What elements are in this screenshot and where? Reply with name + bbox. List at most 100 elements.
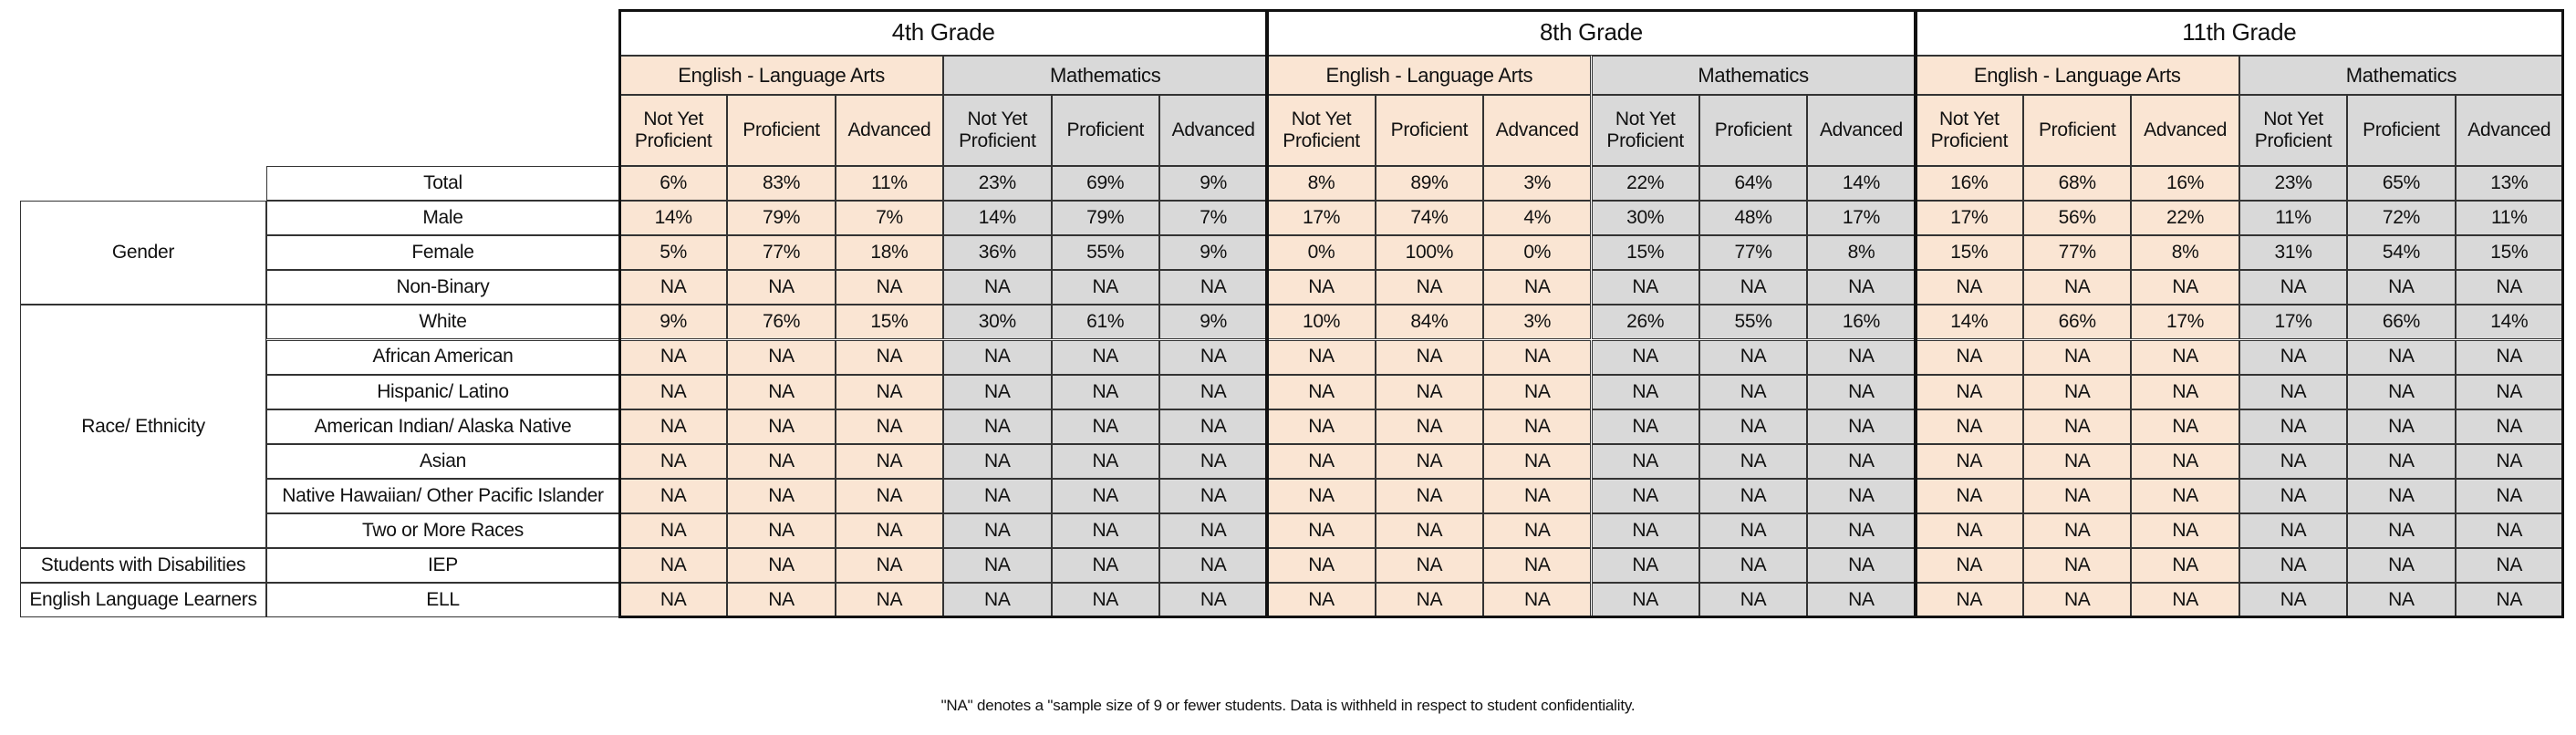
value-cell: 26% xyxy=(1591,305,1699,340)
value-cell: NA xyxy=(1698,583,1808,618)
value-cell: NA xyxy=(1051,443,1159,479)
value-cell: NA xyxy=(1267,270,1376,305)
value-cell: NA xyxy=(2023,548,2132,584)
value-cell: NA xyxy=(2455,270,2563,305)
value-cell: NA xyxy=(1591,374,1699,409)
value-cell: NA xyxy=(2131,339,2239,375)
value-cell: NA xyxy=(1375,409,1484,444)
value-cell: NA xyxy=(1807,270,1916,305)
value-cell: 17% xyxy=(2238,305,2348,340)
row-label: Total xyxy=(266,166,619,202)
value-cell: NA xyxy=(619,270,728,305)
value-cell: NA xyxy=(835,583,944,618)
value-cell: 74% xyxy=(1375,201,1484,236)
row-label: Hispanic/ Latino xyxy=(266,374,619,409)
row-label: ELL xyxy=(266,583,619,618)
value-cell: NA xyxy=(2347,409,2456,444)
group-label: Students with Disabilities xyxy=(20,548,266,584)
value-cell: NA xyxy=(2455,443,2563,479)
value-cell: 0% xyxy=(1483,235,1592,271)
subject-header: English - Language Arts xyxy=(1915,56,2239,95)
value-cell: 79% xyxy=(727,201,836,236)
value-cell: NA xyxy=(1807,443,1916,479)
value-cell: NA xyxy=(1915,513,2024,549)
value-cell: NA xyxy=(619,409,728,444)
value-cell: NA xyxy=(1591,270,1699,305)
value-cell: NA xyxy=(1807,583,1916,618)
value-cell: 89% xyxy=(1375,166,1484,202)
value-cell: NA xyxy=(727,409,836,444)
value-cell: NA xyxy=(1698,270,1808,305)
subject-header: English - Language Arts xyxy=(619,56,944,95)
value-cell: NA xyxy=(835,374,944,409)
value-cell: NA xyxy=(619,478,728,513)
value-cell: NA xyxy=(943,513,1052,549)
value-cell: NA xyxy=(2023,513,2132,549)
value-cell: NA xyxy=(619,339,728,375)
value-cell: NA xyxy=(1698,478,1808,513)
value-cell: 16% xyxy=(1807,305,1916,340)
row-label: American Indian/ Alaska Native xyxy=(266,409,619,444)
value-cell: NA xyxy=(1698,548,1808,584)
value-cell: NA xyxy=(1591,583,1699,618)
value-cell: NA xyxy=(1051,270,1159,305)
value-cell: NA xyxy=(1267,374,1376,409)
value-cell: NA xyxy=(835,548,944,584)
value-cell: 77% xyxy=(2023,235,2132,271)
value-cell: NA xyxy=(2347,583,2456,618)
value-cell: NA xyxy=(1698,374,1808,409)
value-cell: 16% xyxy=(1915,166,2024,202)
row-label: IEP xyxy=(266,548,619,584)
value-cell: NA xyxy=(727,548,836,584)
value-cell: NA xyxy=(1158,478,1268,513)
value-cell: NA xyxy=(2455,548,2563,584)
value-cell: NA xyxy=(943,478,1052,513)
value-cell: 15% xyxy=(1591,235,1699,271)
value-cell: NA xyxy=(2347,548,2456,584)
value-cell: NA xyxy=(2238,443,2348,479)
value-cell: NA xyxy=(1158,339,1268,375)
value-cell: 30% xyxy=(943,305,1052,340)
value-cell: NA xyxy=(727,478,836,513)
value-cell: 14% xyxy=(1915,305,2024,340)
value-cell: NA xyxy=(727,443,836,479)
footnote: "NA" denotes a "sample size of 9 or fewe… xyxy=(940,697,1636,714)
value-cell: NA xyxy=(835,409,944,444)
value-cell: NA xyxy=(1158,270,1268,305)
grade-header: 4th Grade xyxy=(619,10,1268,56)
value-cell: NA xyxy=(1051,583,1159,618)
value-cell: NA xyxy=(1698,339,1808,375)
value-cell: NA xyxy=(2347,443,2456,479)
subject-header: Mathematics xyxy=(1591,56,1916,95)
value-cell: 16% xyxy=(2131,166,2239,202)
level-header: Not Yet Proficient xyxy=(2238,95,2348,166)
level-header: Advanced xyxy=(1483,95,1592,166)
value-cell: NA xyxy=(1807,374,1916,409)
value-cell: NA xyxy=(1915,409,2024,444)
level-header: Not Yet Proficient xyxy=(943,95,1052,166)
value-cell: NA xyxy=(1051,409,1159,444)
value-cell: NA xyxy=(2023,583,2132,618)
value-cell: NA xyxy=(1915,270,2024,305)
value-cell: NA xyxy=(1591,443,1699,479)
value-cell: NA xyxy=(835,270,944,305)
value-cell: NA xyxy=(943,583,1052,618)
value-cell: NA xyxy=(1375,548,1484,584)
value-cell: 65% xyxy=(2347,166,2456,202)
value-cell: NA xyxy=(1158,443,1268,479)
value-cell: NA xyxy=(1375,478,1484,513)
value-cell: NA xyxy=(2131,583,2239,618)
value-cell: NA xyxy=(2023,339,2132,375)
value-cell: NA xyxy=(2455,478,2563,513)
value-cell: NA xyxy=(2131,478,2239,513)
value-cell: 14% xyxy=(943,201,1052,236)
value-cell: NA xyxy=(2131,513,2239,549)
row-label: White xyxy=(266,305,619,340)
value-cell: NA xyxy=(727,374,836,409)
value-cell: 8% xyxy=(2131,235,2239,271)
value-cell: NA xyxy=(2455,513,2563,549)
value-cell: NA xyxy=(619,374,728,409)
value-cell: NA xyxy=(1915,443,2024,479)
value-cell: 66% xyxy=(2347,305,2456,340)
value-cell: NA xyxy=(1807,513,1916,549)
